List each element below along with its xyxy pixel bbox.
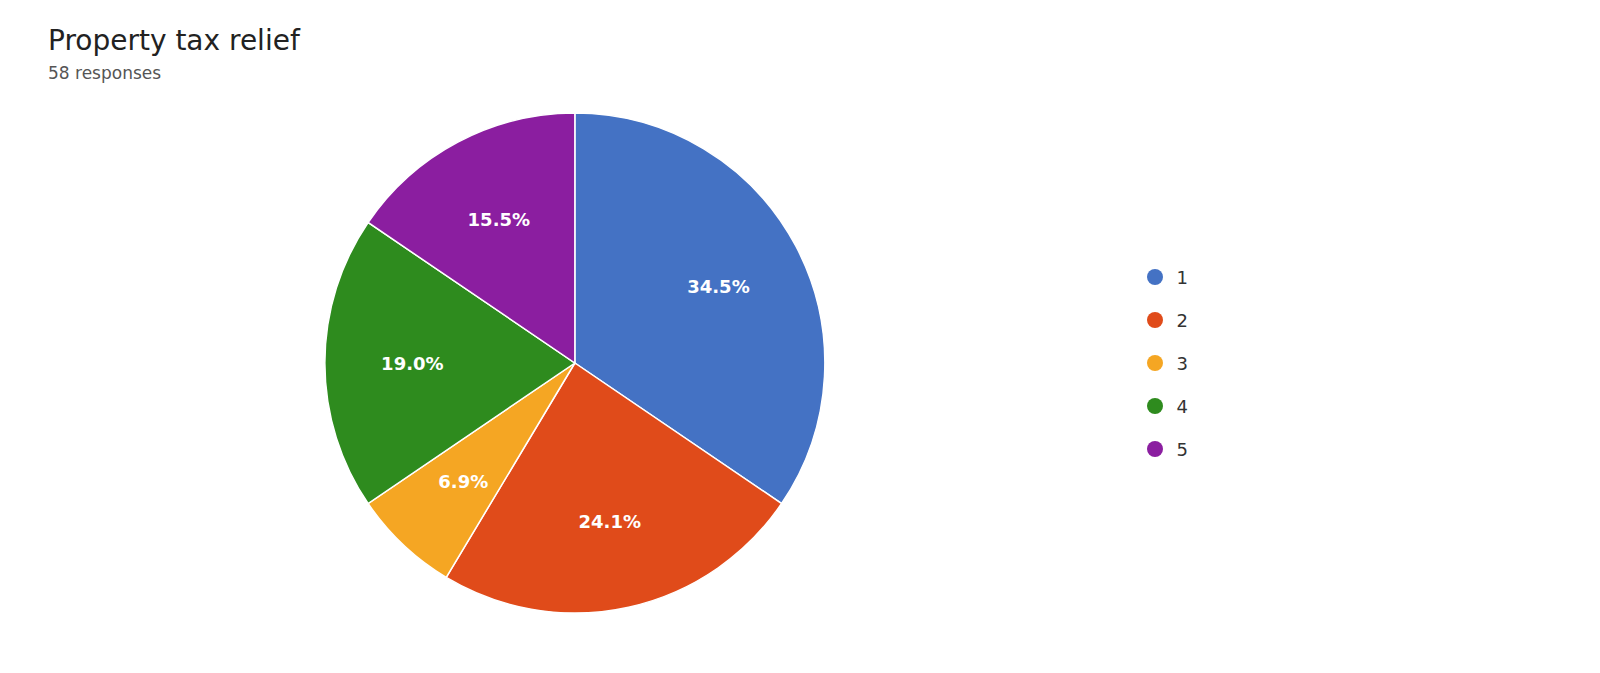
- svg-text:34.5%: 34.5%: [687, 276, 749, 297]
- svg-text:6.9%: 6.9%: [438, 471, 488, 492]
- html-text:3: 3: [1176, 352, 1188, 374]
- html-text:4: 4: [1176, 395, 1188, 417]
- html-text:Property tax relief: Property tax relief: [48, 24, 300, 57]
- html-text:58 responses: 58 responses: [48, 63, 162, 83]
- html-text:1: 1: [1176, 266, 1188, 288]
- html-text:2: 2: [1176, 309, 1188, 331]
- html-text:5: 5: [1176, 438, 1188, 460]
- svg-text:24.1%: 24.1%: [579, 511, 641, 532]
- svg-text:19.0%: 19.0%: [381, 353, 443, 374]
- svg-text:15.5%: 15.5%: [468, 209, 530, 230]
